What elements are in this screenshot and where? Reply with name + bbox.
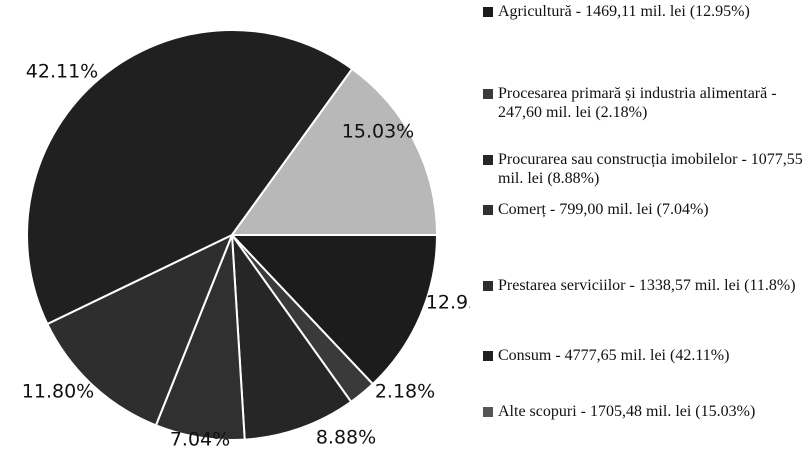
- pie-slice: [45, 232, 234, 427]
- legend-item: Procesarea primară și industria alimenta…: [482, 84, 804, 122]
- pie-slice: [26, 29, 354, 326]
- pie-slice: [230, 67, 439, 236]
- legend-label: Agricultură - 1469,11 mil. lei (12.95%): [498, 3, 750, 20]
- legend-item: Procurarea sau construcția imobilelor - …: [482, 150, 804, 188]
- legend-item: Comerț - 799,00 mil. lei (7.04%): [482, 200, 804, 219]
- pie-slice: [230, 231, 353, 441]
- legend-swatch: [483, 281, 493, 291]
- data-label: 11.80%: [22, 381, 94, 403]
- legend-item: Consum - 4777,65 mil. lei (42.11%): [482, 346, 804, 365]
- pie-slice: [229, 234, 439, 386]
- legend-swatch: [483, 7, 493, 17]
- legend-swatch: [483, 89, 493, 99]
- data-label: 15.03%: [342, 121, 414, 143]
- data-label: 42.11%: [26, 61, 98, 83]
- legend-swatch: [483, 205, 493, 215]
- legend-item: Prestarea serviciilor - 1338,57 mil. lei…: [482, 276, 804, 295]
- legend-label: Prestarea serviciilor - 1338,57 mil. lei…: [498, 277, 796, 294]
- legend-swatch: [483, 351, 493, 361]
- legend-item: Agricultură - 1469,11 mil. lei (12.95%): [482, 2, 804, 21]
- chart: 12.95% 2.18% 8.88% 7.04% 11.80% 42.11% 15.03%: [22, 29, 470, 451]
- data-label: 8.88%: [316, 427, 376, 449]
- data-label: 7.04%: [170, 429, 230, 451]
- legend-item: Alte scopuri - 1705,48 mil. lei (15.03%): [482, 402, 804, 421]
- legend-label: Alte scopuri - 1705,48 mil. lei (15.03%): [498, 403, 756, 420]
- legend-swatch: [483, 155, 493, 165]
- legend-swatch: [483, 407, 493, 417]
- legend-label: Comerț - 799,00 mil. lei (7.04%): [498, 201, 709, 218]
- legend-label: Procesarea primară și industria alimenta…: [498, 85, 777, 121]
- data-label: 12.95%: [426, 292, 470, 314]
- legend-label: Procurarea sau construcția imobilelor - …: [498, 151, 803, 187]
- data-label: 2.18%: [375, 381, 435, 403]
- legend-label: Consum - 4777,65 mil. lei (42.11%): [498, 347, 730, 364]
